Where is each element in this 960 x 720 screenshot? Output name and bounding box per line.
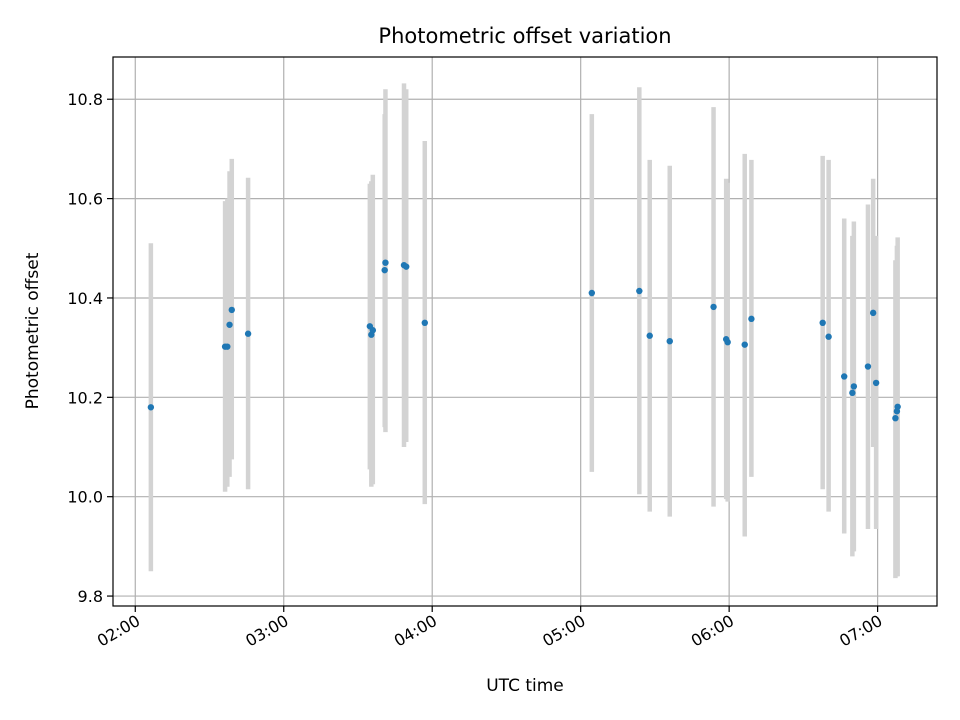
data-point bbox=[382, 259, 389, 266]
data-point bbox=[825, 333, 832, 340]
plot-frame bbox=[112, 56, 938, 607]
data-point bbox=[819, 319, 826, 327]
y-axis-label: Photometric offset bbox=[23, 252, 43, 409]
y-tick-label: 9.8 bbox=[78, 587, 103, 606]
data-point bbox=[894, 403, 901, 410]
y-tick-label: 10.8 bbox=[67, 90, 103, 109]
data-point bbox=[228, 306, 235, 314]
data-point bbox=[872, 379, 880, 387]
data-point bbox=[636, 287, 643, 295]
data-point bbox=[741, 341, 748, 348]
y-tick-label: 10.2 bbox=[67, 388, 103, 407]
data-point bbox=[588, 289, 596, 297]
data-point bbox=[244, 330, 252, 337]
data-point bbox=[421, 319, 428, 327]
data-point bbox=[864, 363, 872, 370]
data-point bbox=[869, 309, 877, 317]
data-point bbox=[850, 383, 858, 390]
data-point bbox=[369, 327, 377, 334]
y-tick-label: 10.0 bbox=[67, 488, 103, 507]
data-point bbox=[147, 404, 155, 411]
chart-title: Photometric offset variation bbox=[378, 24, 671, 48]
data-point bbox=[724, 338, 731, 346]
data-point bbox=[224, 343, 231, 350]
axis-ticks: 02:00 03:00 04:00 05:00 06:00 07:009.810.010.… bbox=[67, 90, 885, 650]
data-point bbox=[849, 389, 856, 397]
data-point bbox=[646, 332, 653, 339]
data-point bbox=[403, 263, 410, 270]
data-point bbox=[381, 266, 388, 274]
data-point bbox=[666, 337, 673, 345]
data-point bbox=[841, 373, 848, 380]
y-tick-label: 10.6 bbox=[67, 190, 103, 209]
x-axis-label: UTC time bbox=[486, 676, 564, 696]
data-points bbox=[147, 259, 901, 422]
data-point bbox=[748, 315, 755, 323]
data-point bbox=[710, 303, 717, 311]
data-point bbox=[226, 321, 233, 328]
data-point bbox=[892, 414, 899, 422]
y-tick-label: 10.4 bbox=[67, 289, 103, 308]
